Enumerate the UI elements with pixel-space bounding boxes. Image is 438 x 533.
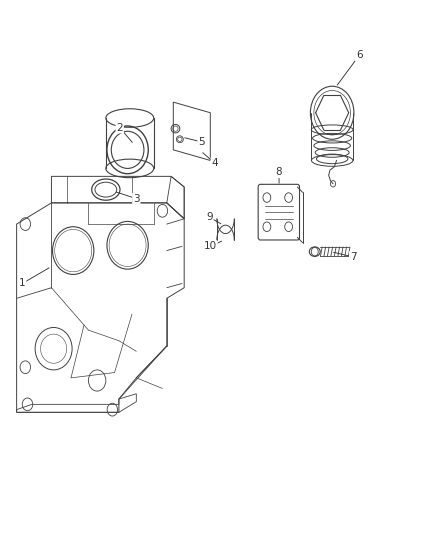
Text: 7: 7	[350, 252, 357, 262]
Text: 1: 1	[19, 278, 25, 288]
Text: 4: 4	[212, 158, 218, 168]
Text: 3: 3	[133, 193, 140, 204]
Text: 2: 2	[117, 123, 123, 133]
Text: 8: 8	[276, 167, 283, 177]
Text: 9: 9	[206, 212, 213, 222]
Text: 10: 10	[204, 241, 217, 252]
Text: 5: 5	[198, 137, 205, 147]
Text: 6: 6	[356, 51, 363, 60]
